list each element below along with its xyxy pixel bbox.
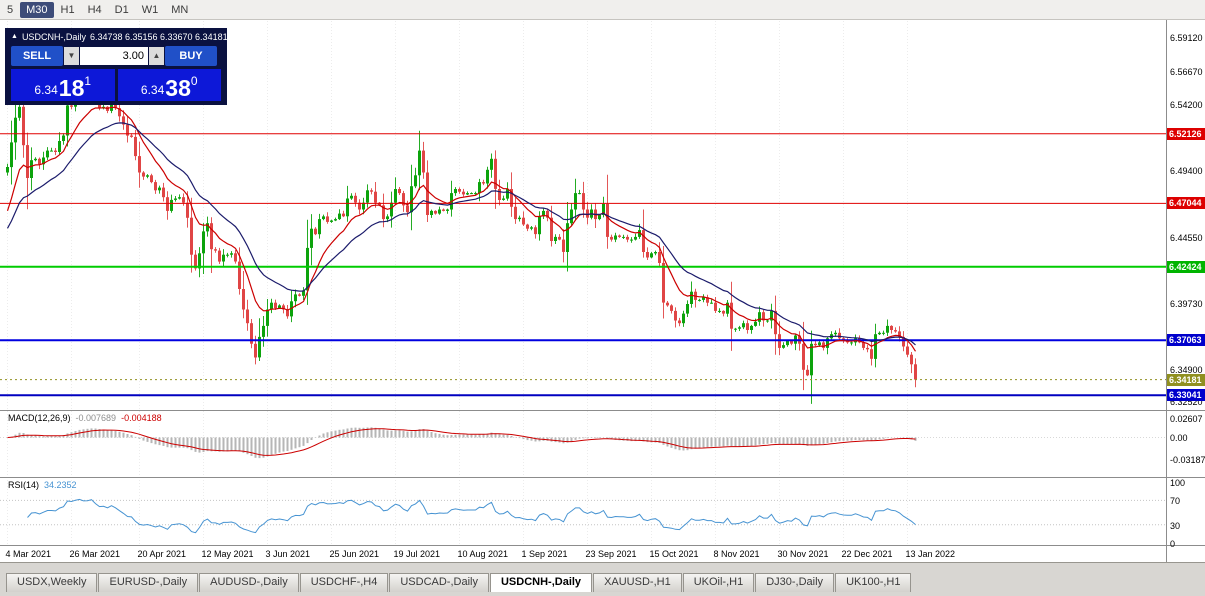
timeframe-button-w1[interactable]: W1 (141, 3, 159, 16)
volume-increase-button[interactable]: ▲ (149, 47, 164, 65)
buy-price-box[interactable]: 6.34 38 0 (117, 69, 221, 101)
tab-dj30-daily[interactable]: DJ30-,Daily (755, 573, 835, 592)
sell-price-box[interactable]: 6.34 18 1 (11, 69, 115, 101)
timeframe-toolbar: 5 M30 H1 H4 D1 W1 MN (0, 0, 1205, 20)
macd-name: MACD(12,26,9) (8, 413, 71, 423)
one-click-trading-panel: ▲ USDCNH-,Daily 6.34738 6.35156 6.33670 … (5, 28, 228, 105)
sell-button[interactable]: SELL (11, 46, 63, 66)
chart-title: USDCNH-,Daily (21, 31, 86, 42)
tab-usdchf-h4[interactable]: USDCHF-,H4 (299, 573, 389, 592)
chart-tab-bar: USDX,Weekly EURUSD-,Daily AUDUSD-,Daily USD… (0, 573, 1205, 596)
timeframe-button-m30[interactable]: M30 (20, 1, 54, 18)
tab-ukoil-h1[interactable]: UKOil-,H1 (682, 573, 755, 592)
collapse-panel-icon[interactable]: ▲ (11, 33, 18, 40)
buy-price-point: 0 (190, 74, 198, 88)
tab-usdx-weekly[interactable]: USDX,Weekly (6, 573, 98, 592)
timeframe-button-d1[interactable]: D1 (114, 3, 129, 16)
tab-xauusd-h1[interactable]: XAUUSD-,H1 (593, 573, 682, 592)
macd-signal-value: -0.004188 (121, 413, 162, 423)
tab-eurusd-daily[interactable]: EURUSD-,Daily (98, 573, 199, 592)
tab-usdcnh-daily[interactable]: USDCNH-,Daily (489, 573, 593, 592)
sell-price-point: 1 (84, 74, 92, 88)
sell-price-figure: 6.34 (34, 83, 58, 97)
tab-usdcad-daily[interactable]: USDCAD-,Daily (389, 573, 489, 592)
buy-price-figure: 6.34 (140, 83, 165, 97)
volume-input[interactable] (80, 47, 148, 65)
volume-decrease-button[interactable]: ▼ (64, 47, 79, 65)
macd-main-value: -0.007689 (75, 413, 117, 423)
tab-audusd-daily[interactable]: AUDUSD-,Daily (199, 573, 299, 592)
macd-indicator-label: MACD(12,26,9) -0.007689 -0.004188 (8, 413, 162, 423)
chart-ohlc-values: 6.34738 6.35156 6.33670 6.34181 (89, 31, 228, 42)
rsi-value: 34.2352 (44, 480, 77, 490)
rsi-name: RSI(14) (8, 480, 40, 490)
buy-price-pips: 38 (165, 75, 191, 101)
buy-button[interactable]: BUY (165, 46, 217, 66)
chart-title-bar: ▲ USDCNH-,Daily 6.34738 6.35156 6.33670 … (11, 30, 228, 43)
sell-price-pips: 18 (58, 75, 85, 101)
tab-uk100-h1[interactable]: UK100-,H1 (835, 573, 912, 592)
rsi-indicator-label: RSI(14) 34.2352 (8, 480, 77, 490)
timeframe-button-mn[interactable]: MN (171, 3, 189, 16)
timeframe-button-h4[interactable]: H4 (87, 3, 102, 16)
chart-horizontal-scrollbar[interactable] (0, 562, 1205, 573)
timeframe-button-5[interactable]: 5 (7, 3, 14, 16)
timeframe-button-h1[interactable]: H1 (60, 3, 75, 16)
